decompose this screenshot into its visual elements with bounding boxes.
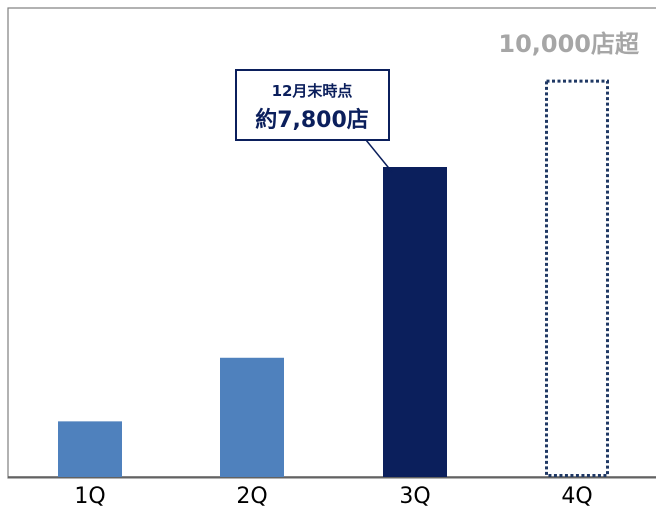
- plot-frame: [7, 7, 656, 479]
- callout-frame: [235, 69, 390, 141]
- bar-3q: [383, 167, 447, 477]
- x-tick-label-1q: 1Q: [74, 484, 105, 509]
- callout-line1: 12月末時点: [272, 82, 353, 100]
- bar-2q: [220, 357, 284, 477]
- bars-layer: [58, 79, 609, 477]
- bar-1q: [58, 421, 122, 477]
- callout-line2: 約7,800店: [255, 107, 369, 133]
- x-tick-label-4q: 4Q: [561, 484, 592, 509]
- callout-leader-line: [365, 139, 393, 173]
- x-tick-label-3q: 3Q: [399, 484, 430, 509]
- x-tick-labels: 1Q 2Q 3Q 4Q: [74, 484, 592, 509]
- bar-4q: [545, 79, 609, 477]
- target-label: 10,000店超: [498, 30, 640, 58]
- x-tick-label-2q: 2Q: [236, 484, 267, 509]
- callout-box: 12月末時点 約7,800店: [235, 69, 390, 141]
